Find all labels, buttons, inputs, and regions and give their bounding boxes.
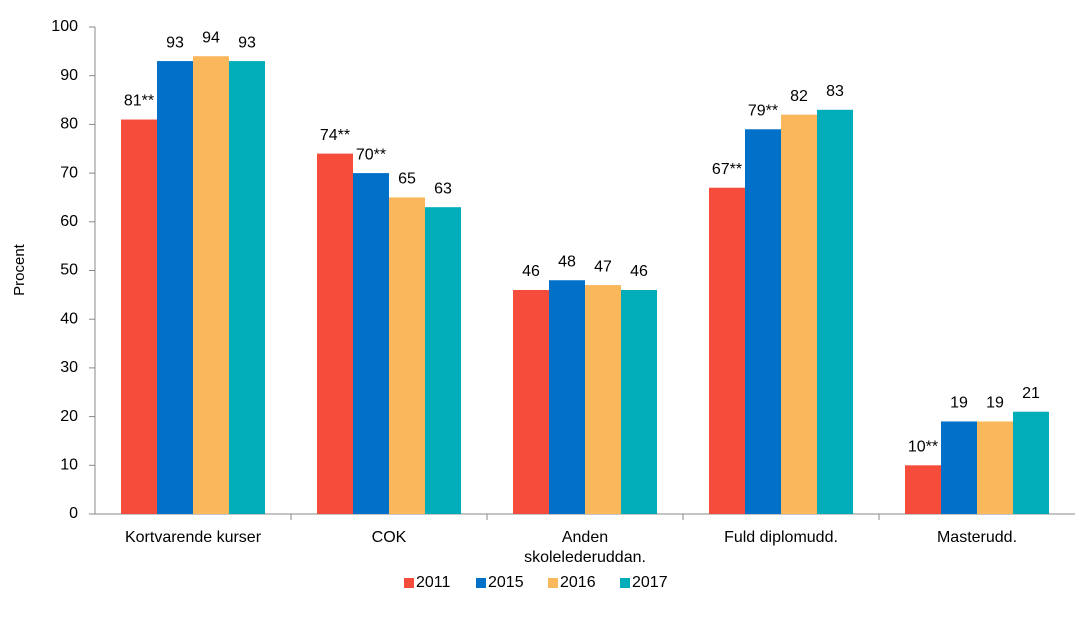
data-label: 93	[238, 34, 256, 51]
y-tick-label: 40	[60, 310, 78, 327]
x-tick-label: Fuld diplomudd.	[724, 529, 838, 546]
bar	[549, 280, 585, 514]
data-label: 93	[166, 34, 184, 51]
data-label: 48	[558, 253, 576, 270]
x-tick-label: Masterudd.	[936, 529, 1018, 546]
bar	[121, 119, 157, 514]
data-label: 67**	[712, 161, 742, 178]
y-tick-label: 80	[60, 116, 78, 133]
data-label: 94	[202, 29, 220, 46]
bar	[425, 207, 461, 514]
legend-label: 2015	[488, 574, 524, 591]
data-label: 10**	[908, 439, 938, 456]
y-tick-label: 50	[60, 262, 78, 279]
y-tick-label: 70	[60, 164, 78, 181]
bar	[817, 109, 853, 514]
bar	[1013, 411, 1049, 514]
y-tick-label: 0	[69, 505, 78, 522]
data-label: 46	[630, 263, 648, 280]
bar	[229, 61, 265, 515]
bar	[585, 285, 621, 514]
data-label: 82	[790, 88, 808, 105]
data-label: 46	[522, 263, 540, 280]
bar	[353, 173, 389, 514]
legend-label: 2017	[632, 574, 668, 591]
data-label: 83	[826, 83, 844, 100]
y-tick-label: 100	[51, 18, 78, 35]
data-label: 21	[1022, 385, 1040, 402]
data-label: 74**	[320, 127, 350, 144]
bar	[941, 421, 977, 514]
data-label: 19	[950, 395, 968, 412]
bar	[317, 153, 353, 514]
bar	[709, 187, 745, 514]
legend-swatch	[548, 578, 558, 588]
x-tick-label: Kortvarende kurser	[124, 529, 262, 546]
x-tick-label: COK	[371, 529, 407, 546]
legend-swatch	[404, 578, 414, 588]
x-tick-label: Anden skolelederuddan.	[524, 529, 646, 566]
legend-label: 2011	[416, 574, 451, 591]
bar	[157, 61, 193, 515]
bar	[977, 421, 1013, 514]
legend-swatch	[476, 578, 486, 588]
y-tick-label: 90	[60, 67, 78, 84]
bar	[621, 289, 657, 514]
data-label: 19	[986, 395, 1004, 412]
bar	[905, 465, 941, 514]
y-tick-label: 60	[60, 213, 78, 230]
bar	[193, 56, 229, 514]
bar	[781, 114, 817, 514]
data-label: 81**	[124, 93, 154, 110]
bar	[513, 289, 549, 514]
y-tick-label: 20	[60, 408, 78, 425]
data-label: 79**	[748, 102, 778, 119]
bar	[389, 197, 425, 514]
legend-label: 2016	[560, 574, 596, 591]
data-label: 63	[434, 180, 452, 197]
y-tick-label: 10	[60, 457, 78, 474]
data-label: 70**	[356, 146, 386, 163]
data-label: 47	[594, 258, 612, 275]
bar	[745, 129, 781, 514]
data-label: 65	[398, 171, 416, 188]
legend-swatch	[620, 578, 630, 588]
y-axis-label: Procent	[11, 243, 28, 296]
y-tick-label: 30	[60, 359, 78, 376]
